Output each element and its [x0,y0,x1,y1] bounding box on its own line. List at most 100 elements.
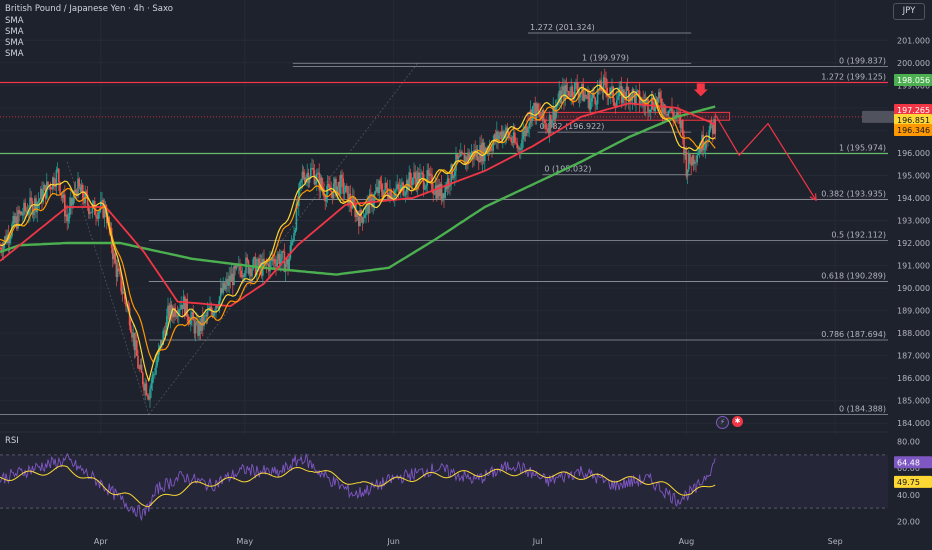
rsi-tick-label: 20.00 [897,517,920,526]
candle-body [383,189,385,197]
projection-path [714,114,817,201]
candle-body [416,172,419,189]
candle-body [600,80,602,91]
fib-levels: 1.272 (201.324) 1 (199.979) 0.382 (196.922… [0,23,888,415]
candle-body [167,305,169,317]
candle-body [23,202,25,215]
candle-body [485,147,487,154]
candle-body [443,193,445,198]
candle-body [349,193,352,205]
candle-body [554,107,557,120]
lightning-icon[interactable]: ⚡ [716,416,729,429]
candle-body [140,364,143,373]
candle-body [170,304,173,314]
candle-body [500,131,503,140]
price-tag-yellow: 196.851 [897,116,930,125]
candle-body [358,216,360,227]
candle-body [449,184,451,187]
candle-body [476,149,479,161]
price-tag-red: 197.265 [897,106,930,115]
y-tick-label: 195.000 [897,171,930,180]
candle-body [290,242,293,246]
candle-body [493,134,496,142]
candle-body [120,274,122,292]
candle-body [112,247,114,260]
rsi-label[interactable]: RSI [5,436,19,446]
candle-body [676,112,678,117]
candle-body [136,340,138,356]
candle-body [10,236,12,240]
candle-body [2,243,5,253]
currency-button[interactable]: JPY [893,3,925,20]
fib-trendline [66,161,150,415]
candle-body [646,98,648,101]
candle-body [667,110,670,116]
candle-body [54,186,56,187]
candle-body [72,198,74,205]
candle-body [605,77,607,88]
candle-body [450,164,452,185]
candle-body [121,291,124,294]
candle-body [271,258,274,262]
candle-body [593,92,595,98]
candle-body [456,154,458,160]
candle-body [36,202,38,213]
candle-body [137,355,139,369]
candle-body [544,120,546,124]
indicator-label-2[interactable]: SMA [5,27,24,37]
candle-body [694,162,696,164]
candle-body [163,330,166,332]
candle-body [205,314,208,317]
candle-body [491,149,493,151]
candle-body [251,269,253,277]
candle-body [714,119,716,134]
candle-body [374,191,377,194]
candle-body [90,212,92,214]
candle-body [210,306,212,312]
candle-body [74,190,77,193]
candle-body [62,194,65,199]
candle-body [322,186,324,190]
candle-body [308,177,311,183]
candle-body [696,155,698,163]
candle-body [256,265,258,276]
candle-body [396,184,398,190]
candle-body [28,212,30,215]
candle-body [130,325,132,333]
candle-body [100,201,102,210]
y-tick-label: 201.000 [897,36,930,45]
candle-body [193,320,196,334]
sma-orange-line [0,87,716,364]
y-tick-label: 193.000 [897,216,930,225]
candle-body [56,168,59,171]
candle-body [658,92,660,98]
candle-body [232,273,234,286]
candle-body [125,299,127,307]
indicator-label-3[interactable]: SMA [5,38,24,48]
candle-body [313,170,316,185]
candle-body [574,82,576,98]
candle-body [316,173,318,182]
candle-body [166,316,168,336]
news-icon[interactable]: ✱ [732,416,743,427]
candle-body [301,171,304,180]
indicator-label-1[interactable]: SMA [5,16,24,26]
candle-body [684,151,686,156]
candle-body [143,384,145,391]
candle-body [571,86,574,97]
candle-body [634,92,636,104]
candle-body [284,263,287,272]
candle-body [276,259,278,267]
candle-body [414,172,416,179]
candle-body [124,292,126,300]
candle-body [242,275,245,277]
indicator-label-4[interactable]: SMA [5,49,24,59]
candle-body [559,90,562,104]
candle-body [637,90,640,92]
y-tick-label: 184.000 [897,419,930,428]
candle-body [521,139,523,150]
candle-body [209,306,211,311]
x-tick-label: Apr [94,537,109,546]
candle-body [661,108,664,114]
